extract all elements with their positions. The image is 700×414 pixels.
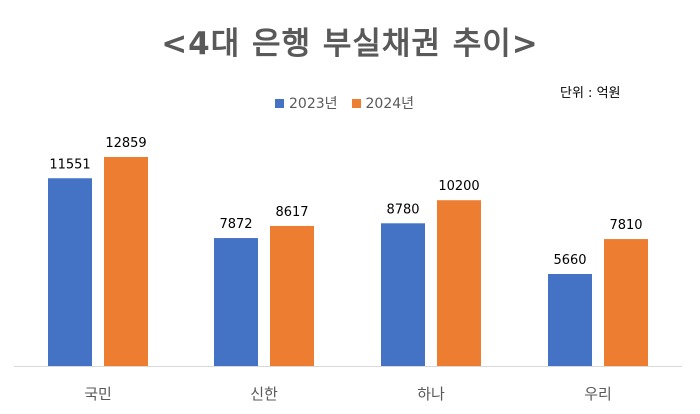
legend-label-2024: 2024년 xyxy=(365,96,415,112)
bar-2023년-우리 xyxy=(548,274,592,366)
legend-item-2023: 2023년 xyxy=(275,93,338,113)
x-tick-label-우리: 우리 xyxy=(584,385,612,403)
data-label-2024년-국민: 12859 xyxy=(105,136,146,151)
bar-2024년-신한 xyxy=(270,225,314,366)
data-label-2023년-하나: 8780 xyxy=(386,202,419,217)
legend-label-2023: 2023년 xyxy=(289,96,338,112)
bar-2024년-하나 xyxy=(437,200,481,366)
bar-2023년-신한 xyxy=(214,238,258,366)
data-label-2024년-신한: 8617 xyxy=(275,205,308,220)
x-tick-label-하나: 하나 xyxy=(417,385,445,403)
data-label-2023년-우리: 5660 xyxy=(553,253,586,268)
legend-swatch-2024 xyxy=(351,98,361,108)
bar-2024년-국민 xyxy=(104,157,148,366)
data-label-2024년-하나: 10200 xyxy=(438,179,479,194)
data-label-2024년-우리: 7810 xyxy=(609,218,642,233)
x-tick-label-국민: 국민 xyxy=(84,385,112,403)
legend: 2023년 2024년 xyxy=(275,93,428,113)
unit-label: 단위 : 억원 xyxy=(560,86,621,101)
legend-swatch-2023 xyxy=(275,98,284,108)
bar-2023년-하나 xyxy=(381,223,425,366)
x-tick-label-신한: 신한 xyxy=(250,385,278,403)
data-label-2023년-국민: 11551 xyxy=(49,157,90,172)
bar-2024년-우리 xyxy=(604,239,648,366)
bar-2023년-국민 xyxy=(48,178,92,366)
data-label-2023년-신한: 7872 xyxy=(219,217,252,232)
legend-item-2024: 2024년 xyxy=(351,93,415,113)
chart-title: <4대 은행 부실채권 추이> xyxy=(161,26,539,62)
